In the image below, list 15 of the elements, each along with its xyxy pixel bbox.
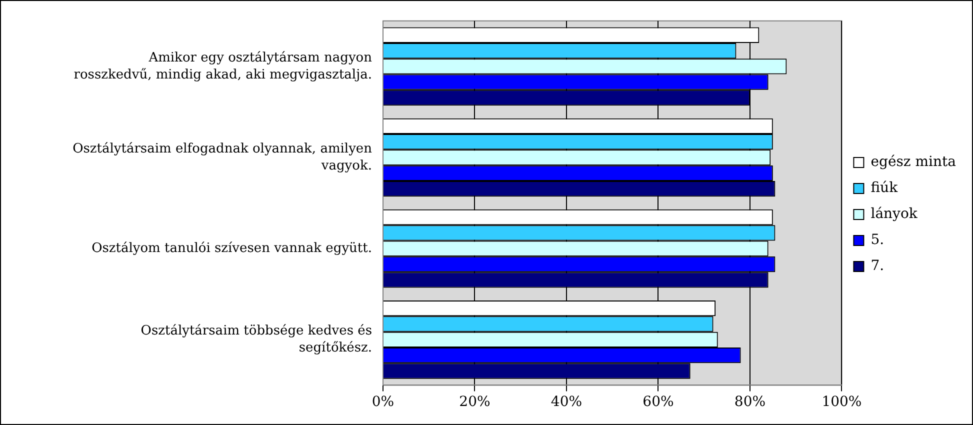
x-tick-label: 40% bbox=[550, 394, 582, 410]
y-tick-label: Amikor egy osztálytársam nagyon rosszkedvű, mindig akad, aki megvigasztalja. bbox=[74, 50, 373, 82]
x-tick-label: 80% bbox=[734, 394, 766, 410]
y-tick-label: Osztálytársaim elfogadnak olyannak, amilyen vagyok. bbox=[72, 141, 373, 174]
legend-label: egész minta bbox=[870, 154, 956, 170]
legend-label: lányok bbox=[870, 206, 918, 222]
x-tick-label: 0% bbox=[372, 394, 394, 410]
y-tick-label: Osztálytársaim többsége kedves és segítőkész. bbox=[140, 324, 372, 356]
x-tick-label: 20% bbox=[459, 394, 490, 410]
y-tick-label: Osztályom tanulói szívesen vannak együtt. bbox=[92, 240, 372, 256]
x-tick-label: 100% bbox=[822, 394, 862, 410]
legend-label: 7. bbox=[870, 258, 884, 274]
x-tick-label: 60% bbox=[642, 394, 674, 410]
legend-label: 5. bbox=[870, 232, 884, 248]
legend-label: fiúk bbox=[870, 180, 898, 196]
